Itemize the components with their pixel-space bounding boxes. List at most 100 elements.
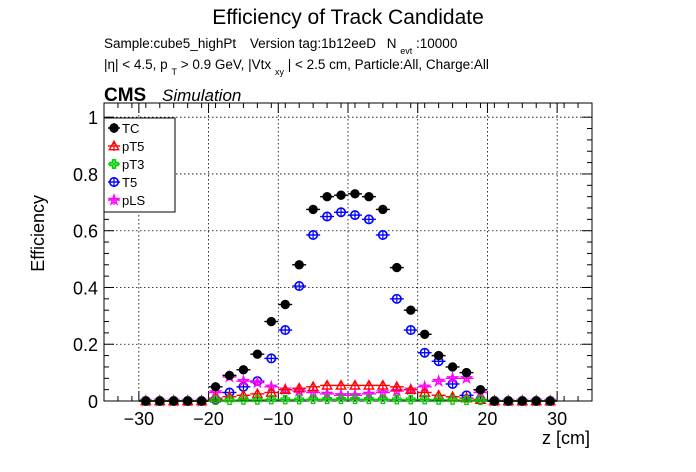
- point-pT3-14: [336, 394, 346, 405]
- point-T5-20: [419, 347, 430, 358]
- point-pLS-14: [334, 388, 348, 402]
- y-tick-label-1: 0.2: [73, 335, 98, 355]
- point-T5-11: [294, 281, 305, 292]
- point-pT3-12: [308, 394, 318, 405]
- point-pT5-21: [432, 389, 445, 400]
- point-TC-24: [475, 384, 486, 395]
- point-TC-10: [280, 299, 290, 310]
- point-TC-5: [210, 382, 221, 392]
- point-pT3-7: [238, 395, 249, 405]
- subtitle-sample: Sample:cube5_highPt: [104, 36, 236, 51]
- point-pLS-22: [445, 371, 460, 385]
- point-pT3-19: [405, 394, 416, 405]
- point-T5-13: [322, 211, 333, 222]
- point-pT5-16: [363, 379, 375, 390]
- point-pT3-6: [224, 395, 235, 405]
- point-pT5-5: [209, 392, 222, 403]
- y-tick-label-0: 0: [88, 392, 98, 412]
- point-T5-17: [377, 229, 388, 240]
- legend-marker-pLS: [107, 192, 121, 206]
- point-pT5-10: [279, 383, 292, 395]
- subtitle-rest: | < 2.5 cm, Particle:All, Charge:All: [288, 57, 489, 72]
- subtitle-nevt-value: :10000: [416, 36, 457, 51]
- point-TC-11: [294, 260, 304, 270]
- point-T5-12: [308, 229, 319, 240]
- point-pLS-23: [459, 371, 474, 385]
- point-pLS-7: [236, 373, 251, 387]
- point-T5-14: [336, 207, 347, 218]
- cms-label: CMS: [104, 85, 146, 106]
- point-TC-21: [433, 350, 444, 361]
- point-pT3-20: [419, 394, 430, 405]
- point-pT5-23: [460, 392, 473, 403]
- series-TC: [138, 189, 558, 406]
- point-TC-20: [419, 329, 430, 340]
- point-TC-23: [461, 367, 472, 378]
- y-tick-label-5: 1: [88, 108, 98, 128]
- point-TC-25: [489, 396, 500, 406]
- point-pT3-17: [378, 394, 388, 405]
- point-T5-19: [405, 325, 416, 336]
- point-TC-6: [224, 370, 235, 381]
- legend-label-pT5: pT5: [122, 139, 144, 154]
- x-axis-label: z [cm]: [542, 428, 590, 448]
- legend: TC pT5 pT3 T5 pLS: [103, 117, 176, 213]
- point-TC-16: [364, 191, 374, 202]
- point-pLS-17: [376, 385, 390, 399]
- point-pT5-12: [307, 380, 320, 392]
- point-pLS-21: [431, 373, 446, 387]
- point-TC-1: [155, 396, 165, 406]
- point-TC-17: [378, 204, 388, 215]
- point-pT5-18: [390, 380, 403, 392]
- point-pLS-16: [362, 386, 376, 400]
- legend-label-pT3: pT3: [122, 157, 144, 172]
- subtitle-pt-rest: > 0.9 GeV, |Vtx: [181, 57, 272, 72]
- subtitle-eta: |η| < 4.5, p: [104, 57, 168, 72]
- subtitle-pt-sub: T: [171, 67, 177, 77]
- point-pT5-7: [237, 389, 250, 400]
- x-tick-label-1: −20: [193, 409, 224, 429]
- point-pT3-22: [447, 395, 458, 405]
- point-TC-22: [447, 362, 458, 372]
- point-pT5-14: [335, 379, 347, 390]
- y-tick-label-2: 0.4: [73, 278, 98, 298]
- subtitle-nevt-label: N: [387, 36, 397, 51]
- point-T5-18: [391, 293, 402, 304]
- legend-marker-pT5: [108, 139, 120, 151]
- legend-label-T5: T5: [122, 175, 137, 190]
- x-tick-label-4: 10: [408, 409, 428, 429]
- legend-marker-TC: [109, 123, 119, 133]
- point-pT5-13: [321, 379, 333, 390]
- point-TC-14: [336, 190, 346, 200]
- chart-title: Efficiency of Track Candidate: [212, 6, 484, 29]
- point-pT5-11: [293, 382, 306, 393]
- point-TC-29: [545, 396, 555, 406]
- y-tick-label-4: 0.8: [73, 165, 98, 185]
- subtitle-version: Version tag:1b12eeD: [250, 36, 376, 51]
- point-TC-4: [196, 396, 207, 406]
- point-pT3-11: [294, 394, 305, 405]
- axes: −30 −20 −10 0 10 20 30 0 0.2 0.4 0.6 0.8 1: [73, 103, 593, 429]
- subtitle-nevt-sub: evt: [400, 46, 413, 56]
- point-pT5-8: [251, 387, 264, 399]
- point-TC-26: [503, 396, 514, 406]
- point-pT3-18: [391, 394, 402, 405]
- subtitle-vtx-sub: xy: [275, 67, 285, 77]
- y-tick-label-3: 0.6: [73, 222, 98, 242]
- point-pT3-13: [322, 394, 332, 405]
- point-TC-13: [322, 191, 332, 202]
- point-TC-2: [169, 396, 179, 406]
- point-pT3-23: [461, 395, 472, 405]
- point-TC-3: [182, 396, 193, 406]
- point-pT5-20: [418, 386, 431, 397]
- legend-marker-pT3: [109, 159, 119, 169]
- x-tick-label-2: −10: [263, 409, 294, 429]
- point-pLS-8: [250, 375, 265, 389]
- point-T5-9: [266, 353, 277, 364]
- point-TC-12: [308, 204, 318, 215]
- cms-extra-label: Simulation: [162, 86, 241, 105]
- point-T5-10: [280, 325, 291, 336]
- point-TC-8: [252, 349, 263, 359]
- legend-marker-T5: [109, 177, 120, 188]
